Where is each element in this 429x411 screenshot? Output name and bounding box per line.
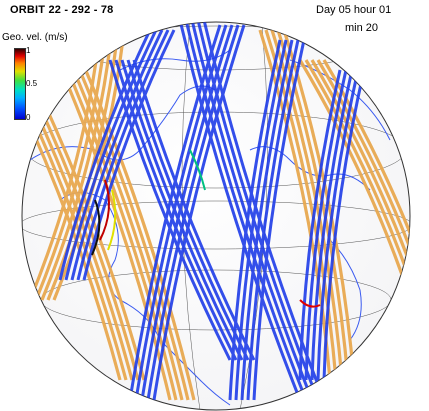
descending-track bbox=[178, 22, 302, 401]
descending-track bbox=[304, 69, 348, 381]
orbit-title: ORBIT 22 - 292 - 78 bbox=[10, 4, 114, 16]
ascending-track bbox=[316, 59, 410, 331]
descending-track bbox=[120, 59, 244, 361]
ascending-track bbox=[40, 29, 114, 301]
coastline-segment bbox=[289, 59, 391, 141]
ascending-track bbox=[22, 39, 128, 381]
colorbar-title: Geo. vel. (m/s) bbox=[2, 32, 68, 43]
descending-track bbox=[114, 59, 238, 361]
velocity-highlight bbox=[189, 149, 206, 191]
descending-track bbox=[152, 24, 246, 401]
descending-track bbox=[70, 29, 164, 281]
descending-track bbox=[146, 24, 240, 401]
velocity-highlight bbox=[107, 189, 117, 251]
ascending-track bbox=[304, 59, 410, 331]
descending-track bbox=[76, 29, 170, 281]
coastline-segment bbox=[159, 339, 231, 406]
descending-track bbox=[128, 24, 222, 401]
ascending-track bbox=[22, 39, 122, 381]
minute-label: min 20 bbox=[345, 22, 379, 34]
descending-track bbox=[82, 29, 176, 281]
ascending-track bbox=[34, 29, 108, 301]
day-hour-label: Day 05 hour 01 bbox=[316, 4, 392, 16]
descending-track bbox=[126, 59, 250, 361]
velocity-highlight bbox=[91, 199, 101, 256]
descending-track bbox=[134, 24, 228, 401]
velocity-highlight bbox=[99, 179, 110, 241]
descending-track bbox=[64, 29, 158, 281]
descending-track bbox=[252, 39, 306, 401]
descending-track bbox=[132, 59, 256, 361]
graticule-parallel bbox=[22, 200, 410, 250]
descending-track bbox=[108, 59, 232, 361]
velocity-highlight bbox=[299, 299, 321, 308]
descending-orbit-tracks bbox=[58, 22, 366, 401]
descending-track bbox=[322, 69, 366, 381]
colorbar-tick-bottom: 0 bbox=[26, 113, 31, 122]
coastline-segment bbox=[329, 239, 362, 341]
descending-track bbox=[298, 69, 342, 381]
colorbar-tick-top: 1 bbox=[26, 46, 31, 55]
descending-track bbox=[310, 69, 354, 381]
ascending-track bbox=[310, 59, 410, 331]
ascending-track bbox=[28, 29, 102, 301]
descending-track bbox=[184, 22, 308, 401]
ascending-track bbox=[322, 59, 410, 331]
colorbar-tick-mid: 0.5 bbox=[26, 79, 38, 88]
descending-track bbox=[316, 69, 360, 381]
colorbar bbox=[14, 48, 26, 120]
descending-track bbox=[140, 24, 234, 401]
high-velocity-highlights bbox=[91, 149, 321, 308]
